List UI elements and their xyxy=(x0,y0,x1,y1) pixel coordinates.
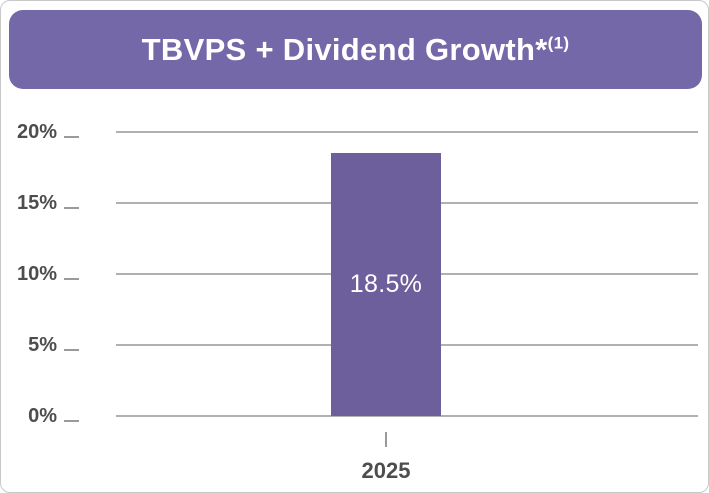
chart-title-footnote-marker: (1) xyxy=(547,33,570,53)
y-axis-tick xyxy=(64,420,79,422)
y-axis-label: 5% xyxy=(28,334,57,356)
x-axis-label: 2025 xyxy=(361,458,411,483)
bar: 18.5% xyxy=(331,153,441,416)
y-axis-tick xyxy=(64,136,79,138)
y-axis-label: 20% xyxy=(16,121,57,143)
y-axis-label: 0% xyxy=(28,405,57,427)
x-axis-tick xyxy=(385,432,387,447)
y-axis-tick xyxy=(64,349,79,351)
y-axis-tick xyxy=(64,278,79,280)
chart-title-text: TBVPS + Dividend Growth* xyxy=(141,31,548,67)
y-axis-label: 10% xyxy=(16,263,57,285)
y-axis-label: 15% xyxy=(16,192,57,214)
gridline xyxy=(116,131,698,133)
bar-value-label: 18.5% xyxy=(349,270,423,299)
y-axis-tick xyxy=(64,207,79,209)
gridline xyxy=(116,415,698,417)
chart-title-banner: TBVPS + Dividend Growth*(1) xyxy=(9,10,702,89)
chart-title: TBVPS + Dividend Growth*(1) xyxy=(142,32,570,68)
